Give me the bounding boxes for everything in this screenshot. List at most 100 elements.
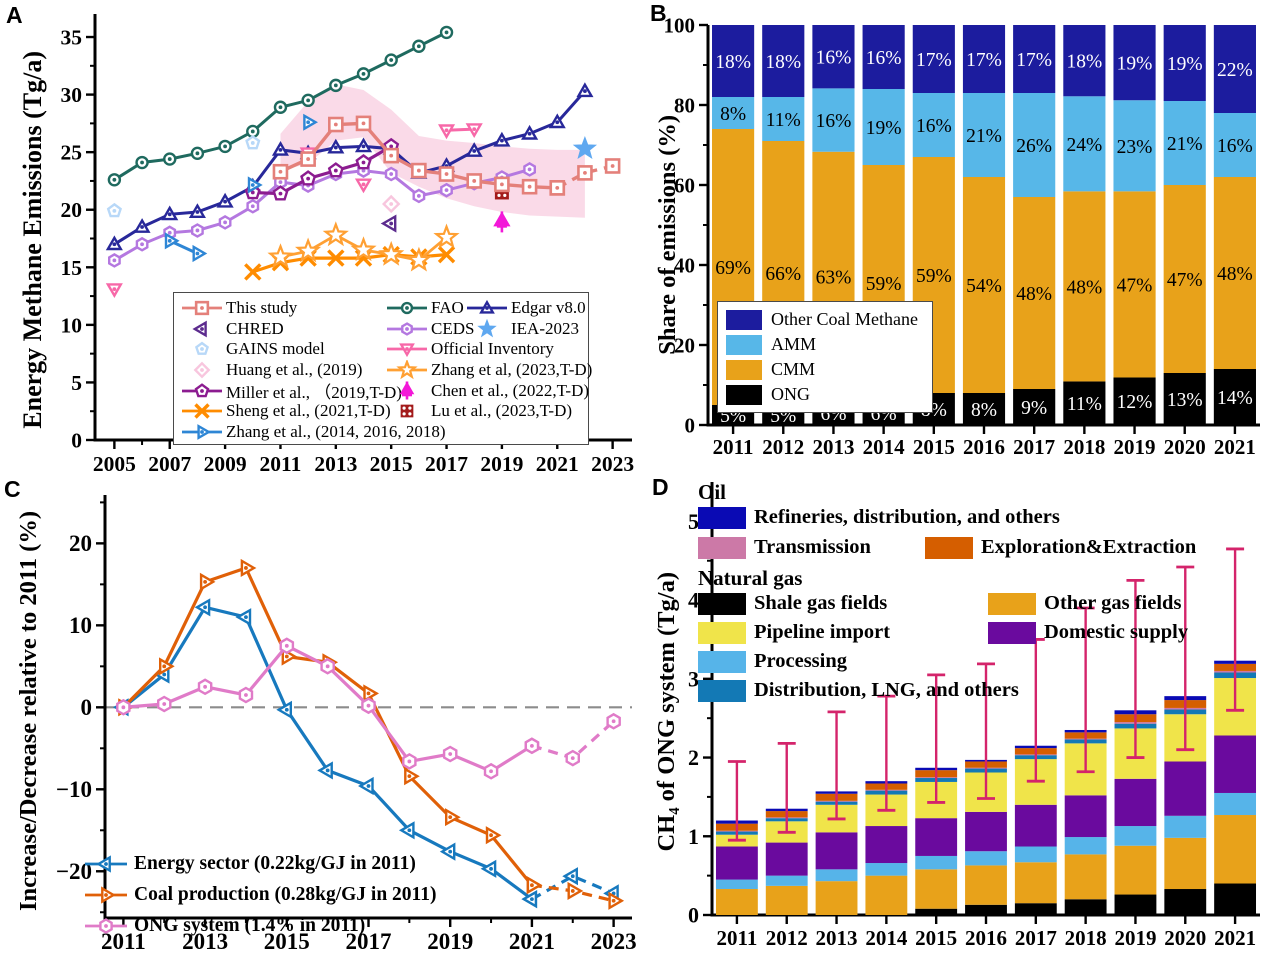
svg-text:0: 0 — [688, 903, 699, 928]
series-gains — [106, 135, 261, 218]
panel-a-legend: This study FAO Edgar v8.0 CHRED CEDS IEA-2023… — [173, 292, 593, 445]
legend-item-exploration: Exploration&Extraction — [925, 536, 1196, 559]
svg-text:100: 100 — [664, 14, 696, 38]
svg-text:5: 5 — [71, 371, 82, 395]
svg-text:2021: 2021 — [509, 929, 555, 953]
bar-seg-domestic — [1164, 761, 1207, 816]
bar-seg-other-coal — [1213, 25, 1256, 113]
svg-text:26%: 26% — [1016, 136, 1052, 157]
svg-text:63%: 63% — [816, 267, 852, 288]
svg-text:2012: 2012 — [766, 926, 808, 950]
svg-text:3: 3 — [688, 666, 699, 691]
svg-text:17%: 17% — [1016, 50, 1052, 71]
legend-item-ceds: CEDS — [386, 319, 474, 340]
panel-d: D CH₄ of ONG system (Tg/a) 0 1 2 3 4 5 2011 201… — [640, 470, 1267, 953]
series-chred — [380, 214, 397, 233]
bar-seg-ong — [1013, 389, 1056, 425]
legend-marker-coal-production-icon — [85, 885, 127, 904]
bar-seg-amm — [712, 97, 755, 129]
panel-b: B Share of emissions (%) 0 20 40 60 80 100 201… — [640, 0, 1267, 470]
legend-marker-official-icon — [387, 343, 427, 358]
bar-seg-cmm — [1213, 177, 1256, 369]
legend-marker-zhang-2023-icon — [387, 360, 427, 380]
panel-b-ylabel: Share of emissions (%) — [654, 115, 681, 355]
legend-label: Huang et al., (2019) — [226, 360, 363, 380]
bar-seg-other-coal — [1063, 25, 1106, 97]
legend-label: This study — [226, 298, 298, 318]
svg-text:2021: 2021 — [536, 452, 579, 476]
legend-item-cmm: CMM — [726, 357, 924, 382]
bar-seg-amm — [1113, 100, 1156, 192]
bar-seg-other-coal — [762, 25, 805, 97]
panel-b-legend: Other Coal Methane AMM CMM ONG — [717, 301, 933, 413]
bar-seg-other-coal — [1013, 25, 1056, 93]
svg-text:13%: 13% — [1167, 390, 1203, 411]
svg-text:2015: 2015 — [370, 452, 413, 476]
bar-seg-shale — [915, 908, 958, 915]
y-axis-ticks: 0 1 2 3 4 5 — [688, 509, 712, 928]
legend-item-miller: Miller et al., （2019,T-D) — [181, 380, 402, 402]
svg-text:2011: 2011 — [716, 926, 757, 950]
panel-d-ylabel: CH₄ of ONG system (Tg/a) — [653, 571, 680, 852]
legend-label: FAO — [431, 298, 464, 318]
svg-text:2005: 2005 — [93, 452, 136, 476]
legend-marker-energy-sector-icon — [85, 854, 127, 873]
svg-text:60: 60 — [674, 174, 695, 198]
svg-text:18%: 18% — [715, 52, 751, 73]
legend-swatch-distribution-icon — [698, 679, 746, 702]
svg-text:2015: 2015 — [915, 926, 957, 950]
bar-seg-amm — [1063, 96, 1106, 192]
legend-item-domestic: Domestic supply — [988, 621, 1188, 644]
legend-item-fao: FAO — [386, 298, 464, 319]
legend-label: AMM — [771, 334, 817, 354]
legend-marker-huang-icon — [193, 361, 211, 379]
bar-seg-cmm — [1013, 197, 1056, 389]
bar-seg-other — [715, 889, 758, 915]
legend-swatch-cmm-icon — [726, 359, 762, 380]
svg-text:30: 30 — [61, 83, 83, 107]
svg-text:2016: 2016 — [963, 435, 1005, 459]
bar-seg-shale — [1014, 903, 1057, 915]
bar-seg-shale — [1064, 899, 1107, 915]
bar-seg-other-coal — [1163, 25, 1206, 101]
svg-text:2023: 2023 — [591, 452, 634, 476]
legend-label: Coal production (0.28kg/GJ in 2011) — [134, 883, 437, 905]
panel-a: A Energy Methane Emissions (Tg/a) 0 5 10 15… — [0, 0, 640, 480]
legend-swatch-exploration-icon — [925, 536, 973, 559]
bar-seg-other — [765, 885, 808, 915]
svg-text:2019: 2019 — [1114, 435, 1156, 459]
svg-text:2014: 2014 — [865, 926, 908, 950]
panel-c: C Increase/Decrease relative to 2011 (%)… — [0, 470, 640, 953]
legend-swatch-other-icon — [988, 592, 1036, 615]
svg-text:2011: 2011 — [713, 435, 754, 459]
legend-label: Zhang et al., (2014, 2016, 2018) — [226, 421, 446, 441]
panel-a-label: A — [6, 2, 23, 28]
legend-item-sheng: Sheng et al., (2021,T-D) — [181, 401, 391, 422]
svg-text:48%: 48% — [1016, 284, 1052, 305]
svg-text:2018: 2018 — [1065, 926, 1107, 950]
panel-d-label: D — [652, 474, 669, 500]
legend-label: Zhang et al, (2023,T-D) — [431, 360, 593, 380]
series-iea — [572, 135, 598, 160]
bar-value-labels: 5%69%8%18%5%66%11%18%6%63%16%16%6%59%19%… — [715, 48, 1253, 427]
legend-marker-fao-icon — [387, 302, 427, 315]
svg-text:14%: 14% — [1217, 388, 1253, 409]
bar-seg-ong — [1113, 377, 1156, 425]
legend-item-refineries: Refineries, distribution, and others — [698, 506, 1060, 529]
svg-text:59%: 59% — [916, 266, 952, 287]
bar-seg-processing — [965, 851, 1007, 866]
bar-seg-processing — [1164, 815, 1207, 838]
svg-text:25: 25 — [61, 141, 83, 165]
bar-seg-processing — [765, 875, 808, 886]
legend-header-oil: Oil — [698, 480, 727, 504]
svg-text:40: 40 — [674, 254, 695, 278]
svg-text:2014: 2014 — [863, 435, 906, 459]
svg-text:8%: 8% — [720, 104, 746, 125]
series-fao — [107, 25, 454, 187]
svg-text:2: 2 — [688, 745, 699, 770]
legend-item-amm: AMM — [726, 332, 924, 357]
bar-seg-other — [965, 865, 1007, 905]
legend-item-shale: Shale gas fields — [698, 592, 887, 615]
bar-seg-processing — [815, 869, 858, 882]
svg-text:19%: 19% — [866, 118, 902, 139]
